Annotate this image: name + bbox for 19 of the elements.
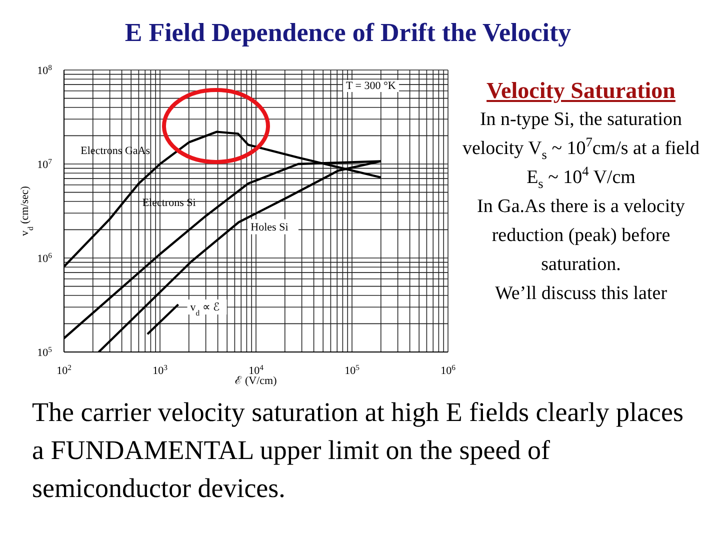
text: In n-type Si, the saturation velocity V$_{s}$ ~ 10$^{7}$cm/s at a field E$_{s}$ ~ 10$^{4}$ V/cm <box>462 109 700 191</box>
x-tick-label: 10$^{6}$ <box>440 362 456 377</box>
series-label: Holes Si <box>250 221 288 234</box>
y-tick-label: 10$^{8}$ <box>37 62 52 77</box>
x-tick-label: 10$^{2}$ <box>56 362 72 377</box>
x-tick-label: 10$^{5}$ <box>344 362 360 377</box>
text: In Ga.As there is a velocity reduction (peak) before saturation. <box>476 195 686 277</box>
text: The carrier velocity saturation at high E fields clearly places a FUNDAMENTAL upper limit on the speed of semiconductor devices. <box>32 396 684 505</box>
y-tick-label: 10$^{6}$ <box>37 250 52 265</box>
text: We’ll discuss this later <box>494 282 668 306</box>
chart-title: E Field Dependence of Drift the Velocity <box>124 18 572 48</box>
annotation: T = 300 °K <box>343 80 399 92</box>
series-label: v$_{d}$ ∝ ℰ <box>190 302 220 318</box>
x-axis-title: ℰ (V/cm) <box>235 375 278 387</box>
y-tick-label: 10$^{5}$ <box>37 344 52 359</box>
x-tick-label: 10$^{3}$ <box>152 362 168 377</box>
x-tick-label: 10$^{4}$ <box>248 362 264 377</box>
text: Velocity Saturation <box>486 77 676 105</box>
y-tick-label: 10$^{7}$ <box>37 156 52 171</box>
